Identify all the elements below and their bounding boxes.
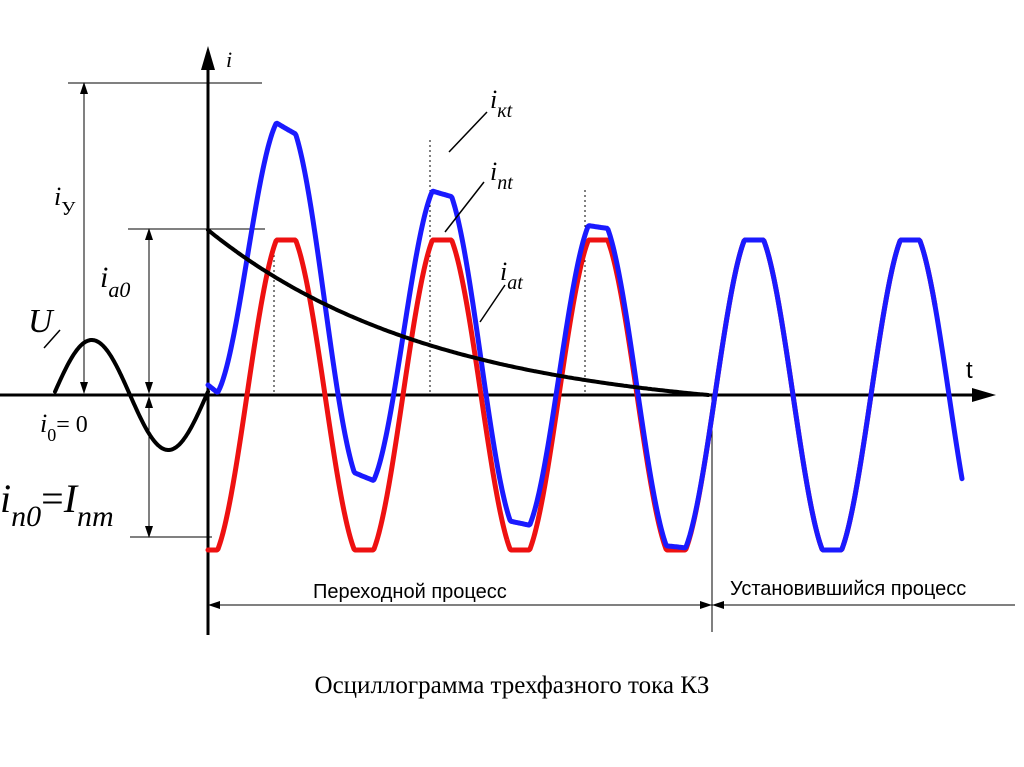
figure-caption: Осциллограмма трехфазного тока КЗ bbox=[314, 672, 710, 699]
voltage-label: U bbox=[28, 303, 55, 340]
dotted-peak-markers bbox=[273, 140, 586, 395]
curves bbox=[53, 120, 965, 553]
label-leaders bbox=[43, 111, 506, 349]
steady-region-label: Установившийся процесс bbox=[730, 578, 966, 600]
dimension-lines bbox=[68, 82, 1015, 632]
total-current-curve bbox=[205, 120, 965, 553]
y-axis-label: i bbox=[226, 47, 232, 72]
x-axis-label: t bbox=[966, 357, 973, 384]
i-nt-label: iпt bbox=[490, 157, 513, 194]
transient-region-label: Переходной процесс bbox=[313, 581, 507, 603]
dimension-arrowheads bbox=[80, 82, 724, 609]
y-axis-arrowhead bbox=[201, 46, 215, 70]
i-a0-label: iа0 bbox=[100, 261, 130, 302]
i-at-label: iаt bbox=[500, 257, 523, 294]
i-y-label: iУ bbox=[54, 182, 76, 220]
voltage-curve bbox=[53, 338, 210, 452]
i-n0-equals-i-nm-label: iп0=Iпm bbox=[0, 476, 114, 533]
i-kt-label: iкt bbox=[490, 85, 513, 122]
aperiodic-current-curve bbox=[206, 228, 710, 397]
x-axis-arrowhead bbox=[972, 388, 996, 402]
i-0-label: i0= 0 bbox=[40, 409, 88, 445]
